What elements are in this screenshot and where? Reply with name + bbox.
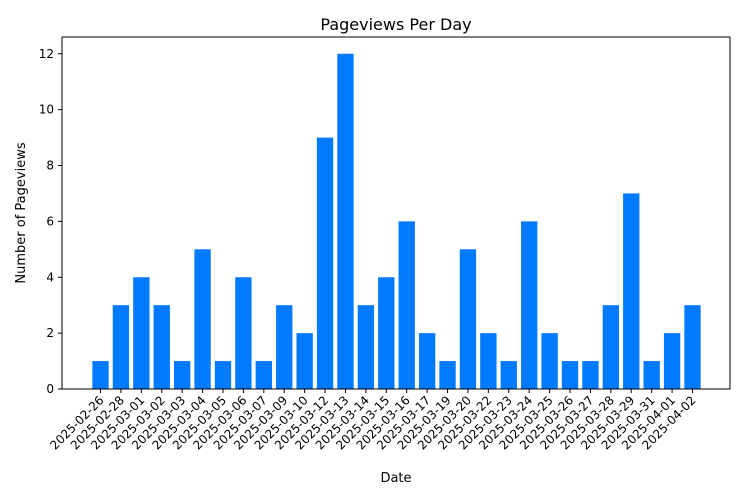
y-tick-label: 4 (46, 270, 54, 284)
bar-2025-03-07 (255, 361, 272, 389)
bar-2025-03-23 (500, 361, 517, 389)
bar-2025-03-03 (173, 361, 191, 389)
bar-2025-03-28 (602, 305, 620, 389)
bar-2025-03-22 (480, 333, 497, 389)
bar-2025-03-24 (521, 221, 538, 389)
y-tick-label: 10 (39, 103, 54, 117)
bar-2025-03-14 (357, 305, 375, 389)
bar-2025-03-09 (276, 305, 293, 389)
bar-2025-04-02 (684, 305, 701, 389)
bar-2025-03-02 (153, 305, 170, 389)
bar-2025-03-01 (133, 277, 150, 389)
bar-2025-03-31 (643, 361, 660, 389)
y-tick-label: 2 (46, 326, 54, 340)
y-tick-label: 6 (46, 214, 54, 228)
chart-title: Pageviews Per Day (320, 15, 471, 34)
y-tick-label: 8 (46, 159, 54, 173)
y-axis-ticks: 0 2 4 6 8 10 12 (39, 47, 62, 396)
y-axis-label: Number of Pageviews (14, 142, 29, 283)
bar-2025-03-26 (561, 361, 579, 389)
y-tick-label: 12 (39, 47, 54, 61)
bar-2025-03-16 (398, 221, 415, 389)
bar-2025-03-13 (337, 53, 354, 389)
bars-group (92, 53, 701, 389)
bar-2025-03-17 (418, 333, 436, 389)
bar-2025-02-26 (92, 361, 109, 389)
bar-2025-03-15 (378, 277, 395, 389)
bar-2025-04-01 (663, 333, 681, 389)
x-axis-ticks: 2025-02-262025-02-282025-03-012025-03-02… (47, 389, 699, 452)
bar-2025-02-28 (112, 305, 130, 389)
y-tick-label: 0 (46, 382, 54, 396)
bar-2025-03-05 (214, 361, 232, 389)
bar-2025-03-25 (541, 333, 558, 389)
bar-2025-03-29 (623, 193, 640, 389)
x-axis-label: Date (380, 471, 411, 486)
bar-2025-03-10 (296, 333, 313, 389)
bar-2025-03-19 (439, 361, 456, 389)
bar-2025-03-27 (582, 361, 599, 389)
bar-2025-03-20 (459, 249, 477, 389)
bar-2025-03-04 (194, 249, 211, 389)
plot-frame (61, 36, 731, 390)
bar-2025-03-06 (235, 277, 252, 389)
bar-2025-03-12 (316, 137, 334, 389)
